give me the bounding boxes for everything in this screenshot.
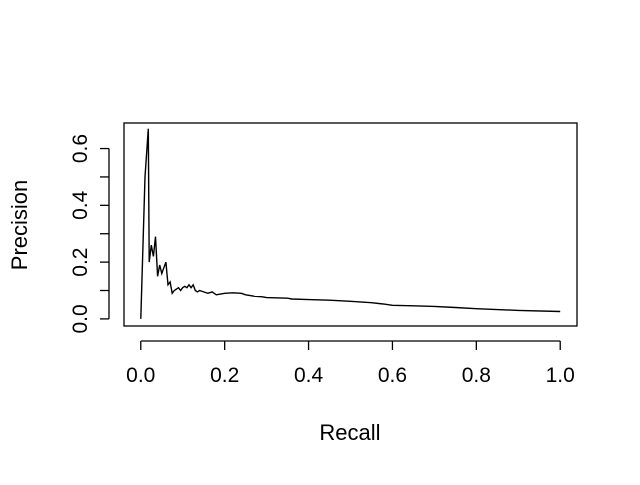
x-tick-label: 0.4 xyxy=(294,364,324,387)
y-tick-label: 0.6 xyxy=(69,134,92,163)
y-tick-label: 0.2 xyxy=(69,248,92,277)
precision-recall-line xyxy=(140,128,561,319)
x-axis-label: Recall xyxy=(319,420,380,445)
y-tick-label: 0.0 xyxy=(69,304,92,333)
data-layer xyxy=(140,128,561,319)
x-tick-label: 1.0 xyxy=(546,364,575,387)
axes-layer: 0.0 0.2 0.4 0.6 0.8 1.0 0.0 0.2 0.4 0.6 xyxy=(69,122,578,387)
x-tick-label: 0.2 xyxy=(210,364,239,387)
x-tick-label: 0.6 xyxy=(378,364,407,387)
x-tick-label: 0.0 xyxy=(126,364,155,387)
x-tick-label: 0.8 xyxy=(462,364,491,387)
y-axis-label: Precision xyxy=(7,180,32,270)
plot-frame xyxy=(123,122,578,327)
y-tick-label: 0.4 xyxy=(69,190,92,220)
